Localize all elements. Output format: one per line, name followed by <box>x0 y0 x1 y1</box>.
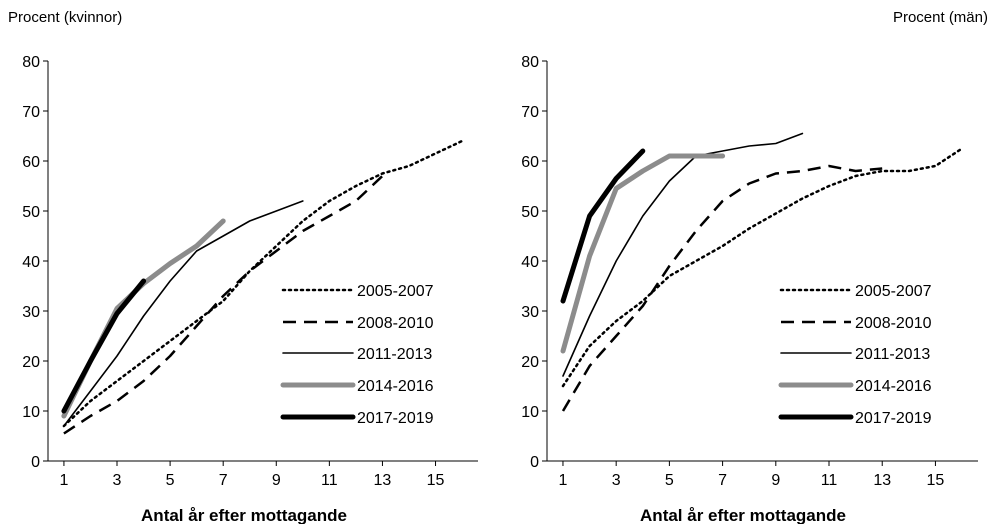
x-tick-label: 13 <box>374 472 392 489</box>
legend-label-2011-2013: 2011-2013 <box>855 346 930 363</box>
x-tick-label: 13 <box>873 472 891 489</box>
y-tick-label: 10 <box>22 404 40 421</box>
chart-panel-kvinnor: Procent (kvinnor) Antal år efter mottaga… <box>8 9 478 524</box>
y-tick-label: 10 <box>521 404 539 421</box>
x-tick-label: 1 <box>59 472 68 489</box>
y-tick-label: 30 <box>22 304 40 321</box>
legend-label-2014-2016: 2014-2016 <box>357 378 434 395</box>
legend-label-2017-2019: 2017-2019 <box>855 410 932 427</box>
legend-label-2008-2010: 2008-2010 <box>357 315 434 332</box>
legend-label-2014-2016: 2014-2016 <box>855 378 932 395</box>
y-tick-label: 70 <box>22 104 40 121</box>
x-tick-label: 7 <box>219 472 228 489</box>
y-tick-label: 40 <box>22 254 40 271</box>
x-tick-label: 11 <box>321 472 338 489</box>
x-tick-label: 15 <box>427 472 445 489</box>
x-tick-label: 5 <box>665 472 674 489</box>
y-tick-label: 80 <box>22 54 40 71</box>
x-tick-label: 1 <box>559 472 568 489</box>
series-line-2011-2013 <box>562 132 804 377</box>
chart-title-kvinnor: Procent (kvinnor) <box>8 9 122 26</box>
series-line-2005-2007 <box>561 147 964 388</box>
y-tick-label: 40 <box>521 254 539 271</box>
x-tick-label: 3 <box>612 472 621 489</box>
y-tick-label: 20 <box>22 354 40 371</box>
series-line-2014-2016 <box>560 153 726 354</box>
x-tick-label: 5 <box>166 472 175 489</box>
series-line-2017-2019 <box>61 278 147 414</box>
y-tick-label: 50 <box>521 204 539 221</box>
y-tick-label: 60 <box>22 154 40 171</box>
x-tick-label: 7 <box>718 472 727 489</box>
y-tick-label: 50 <box>22 204 40 221</box>
legend-label-2008-2010: 2008-2010 <box>855 315 932 332</box>
series-line-2005-2007 <box>62 139 464 428</box>
series-line-2008-2010 <box>63 175 384 435</box>
x-tick-label: 9 <box>771 472 780 489</box>
y-tick-label: 60 <box>521 154 539 171</box>
series-line-2011-2013 <box>63 200 304 427</box>
x-tick-label: 15 <box>927 472 945 489</box>
y-tick-label: 80 <box>521 54 539 71</box>
legend-label-2005-2007: 2005-2007 <box>357 283 434 300</box>
y-tick-label: 0 <box>31 454 40 471</box>
y-tick-label: 30 <box>521 304 539 321</box>
series-line-2017-2019 <box>560 148 646 304</box>
x-tick-label: 11 <box>821 472 838 489</box>
legend-label-2005-2007: 2005-2007 <box>855 283 932 300</box>
y-tick-label: 20 <box>521 354 539 371</box>
legend-label-2017-2019: 2017-2019 <box>357 410 434 427</box>
x-tick-label: 9 <box>272 472 281 489</box>
x-axis-label-kvinnor: Antal år efter mottagande <box>141 506 347 524</box>
y-tick-label: 70 <box>521 104 539 121</box>
chart-panel-man: Procent (män) Antal år efter mottagande … <box>521 9 988 524</box>
series-line-2008-2010 <box>561 164 883 412</box>
x-tick-label: 3 <box>113 472 122 489</box>
legend-label-2011-2013: 2011-2013 <box>357 346 432 363</box>
y-tick-label: 0 <box>530 454 539 471</box>
chart-title-man: Procent (män) <box>893 9 988 26</box>
x-axis-label-man: Antal år efter mottagande <box>640 506 846 524</box>
